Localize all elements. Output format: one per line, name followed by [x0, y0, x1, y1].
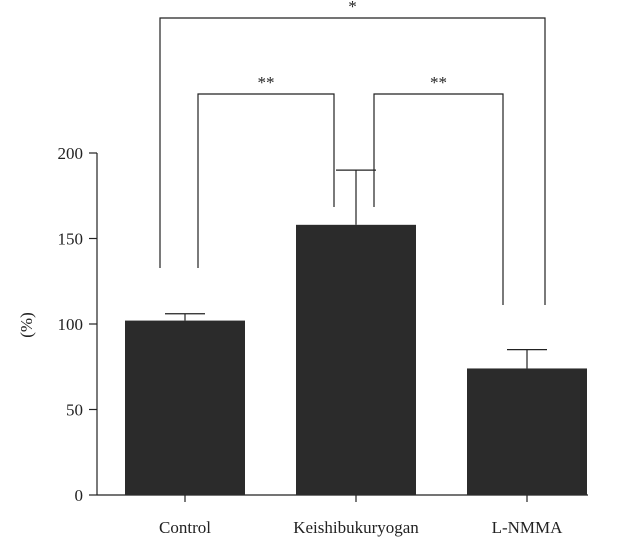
significance-bracket-keishibukuryogan-lnmma-label: **	[430, 73, 447, 92]
bar-3	[467, 368, 587, 495]
significance-bracket-control-keishibukuryogan-label: **	[258, 73, 275, 92]
y-tick-label: 100	[58, 315, 84, 334]
x-tick-label: Keishibukuryogan	[293, 518, 419, 537]
y-tick-label: 150	[58, 230, 84, 249]
bars	[125, 224, 587, 495]
error-bars	[165, 169, 547, 369]
x-tick-label: L-NMMA	[492, 518, 564, 537]
axes: 0 50 100 150 200 Control Keishibukuryogan L-NMM…	[58, 144, 588, 537]
significance-brackets: *** **	[159, 0, 546, 305]
significance-bracket-control-lnmma-label: *	[348, 0, 357, 16]
bar-1	[125, 320, 245, 495]
significance-bracket-keishibukuryogan-lnmma	[373, 93, 504, 305]
y-tick-label: 0	[75, 486, 84, 505]
significance-bracket-control-keishibukuryogan	[197, 93, 335, 268]
significance-bracket-control-lnmma	[159, 17, 546, 305]
y-tick-label: 50	[66, 401, 83, 420]
bar-2	[296, 224, 416, 495]
y-axis-label: (%)	[17, 312, 36, 337]
y-tick-label: 200	[58, 144, 84, 163]
x-tick-label: Control	[159, 518, 211, 537]
